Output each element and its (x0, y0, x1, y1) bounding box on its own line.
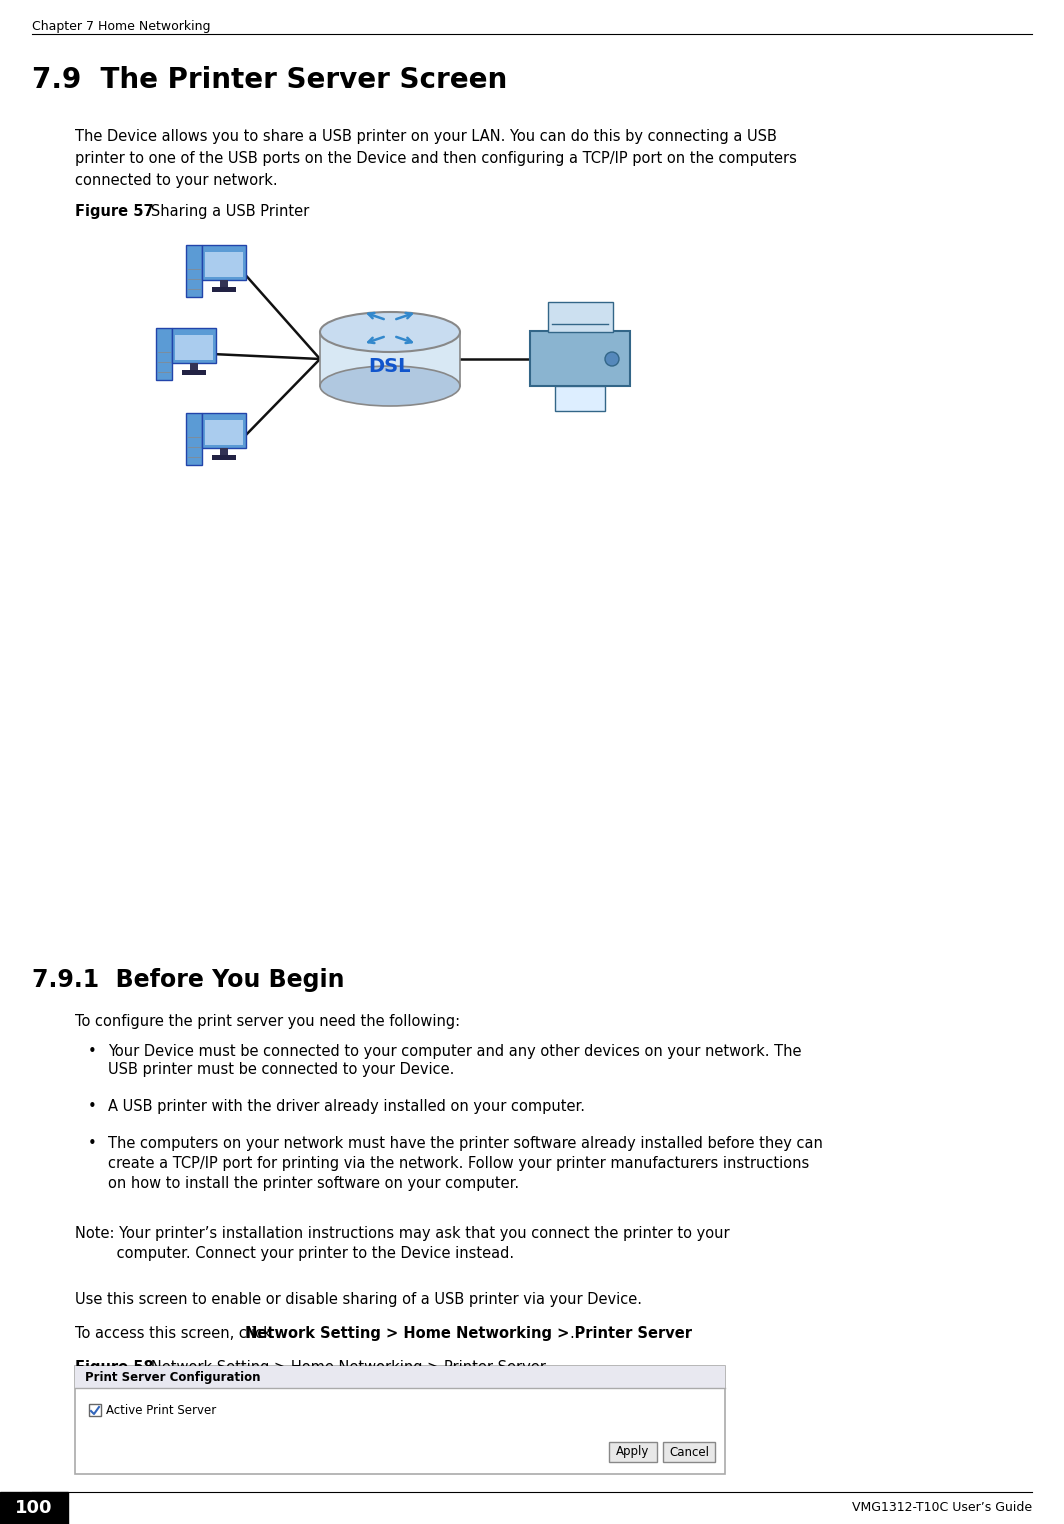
Bar (609, 1442, 656, 1462)
Bar (212, 287, 236, 293)
Bar (190, 363, 198, 370)
Bar (220, 448, 228, 456)
Text: 7.9.1  Before You Begin: 7.9.1 Before You Begin (32, 968, 345, 992)
Bar (205, 421, 243, 445)
Ellipse shape (320, 366, 460, 405)
Text: 7.9  The Printer Server Screen: 7.9 The Printer Server Screen (32, 66, 508, 94)
Text: Cancel: Cancel (669, 1445, 709, 1458)
Text: To access this screen, click: To access this screen, click (74, 1326, 277, 1341)
Text: The Device allows you to share a USB printer on your LAN. You can do this by con: The Device allows you to share a USB pri… (74, 130, 777, 143)
Bar (0, 1492, 68, 1524)
Bar (156, 328, 172, 379)
Text: •: • (88, 1044, 97, 1059)
Bar (530, 331, 630, 386)
Text: printer to one of the USB ports on the Device and then configuring a TCP/IP port: printer to one of the USB ports on the D… (74, 151, 797, 166)
Bar (186, 245, 202, 297)
Bar (186, 413, 202, 465)
Text: Note: Your printer’s installation instructions may ask that you connect the prin: Note: Your printer’s installation instru… (74, 1225, 730, 1241)
Text: •: • (88, 1135, 97, 1151)
Bar (202, 413, 246, 448)
Text: Apply: Apply (616, 1445, 650, 1458)
Text: Figure 57: Figure 57 (74, 204, 153, 219)
Text: A USB printer with the driver already installed on your computer.: A USB printer with the driver already in… (109, 1099, 585, 1114)
Text: Use this screen to enable or disable sharing of a USB printer via your Device.: Use this screen to enable or disable sha… (74, 1292, 642, 1308)
Text: Active Print Server: Active Print Server (106, 1404, 216, 1416)
Text: on how to install the printer software on your computer.: on how to install the printer software o… (109, 1177, 519, 1190)
Circle shape (605, 352, 619, 366)
Text: Figure 58: Figure 58 (74, 1359, 154, 1375)
Bar (89, 1404, 101, 1416)
Text: .: . (569, 1326, 575, 1341)
Text: Chapter 7 Home Networking: Chapter 7 Home Networking (32, 20, 211, 34)
Text: USB printer must be connected to your Device.: USB printer must be connected to your De… (109, 1062, 454, 1077)
Bar (555, 386, 605, 411)
Bar (202, 245, 246, 280)
Text: Your Device must be connected to your computer and any other devices on your net: Your Device must be connected to your co… (109, 1044, 801, 1059)
Bar (205, 251, 243, 277)
Bar (320, 331, 460, 386)
Text: The computers on your network must have the printer software already installed b: The computers on your network must have … (109, 1135, 822, 1151)
Text: •: • (88, 1099, 97, 1114)
Bar (182, 370, 206, 375)
Bar (172, 328, 216, 363)
Text: Print Server Configuration: Print Server Configuration (85, 1370, 261, 1384)
Bar (74, 1366, 725, 1474)
Text: computer. Connect your printer to the Device instead.: computer. Connect your printer to the De… (74, 1247, 514, 1260)
Text: VMG1312-T10C User’s Guide: VMG1312-T10C User’s Guide (852, 1501, 1032, 1513)
Text: Network Setting > Home Networking > Printer Server: Network Setting > Home Networking > Prin… (137, 1359, 546, 1375)
Bar (663, 1442, 715, 1462)
Bar (220, 280, 228, 288)
Bar (548, 302, 613, 332)
Bar (74, 1366, 725, 1388)
Text: Network Setting > Home Networking > Printer Server: Network Setting > Home Networking > Prin… (245, 1326, 692, 1341)
Bar (212, 456, 236, 460)
Text: Sharing a USB Printer: Sharing a USB Printer (137, 204, 310, 219)
Text: To configure the print server you need the following:: To configure the print server you need t… (74, 1013, 460, 1029)
Text: create a TCP/IP port for printing via the network. Follow your printer manufactu: create a TCP/IP port for printing via th… (109, 1157, 810, 1170)
Text: connected to your network.: connected to your network. (74, 174, 278, 187)
Bar (174, 335, 213, 360)
Ellipse shape (320, 312, 460, 352)
Text: DSL: DSL (369, 358, 412, 376)
Text: 100: 100 (15, 1500, 53, 1516)
